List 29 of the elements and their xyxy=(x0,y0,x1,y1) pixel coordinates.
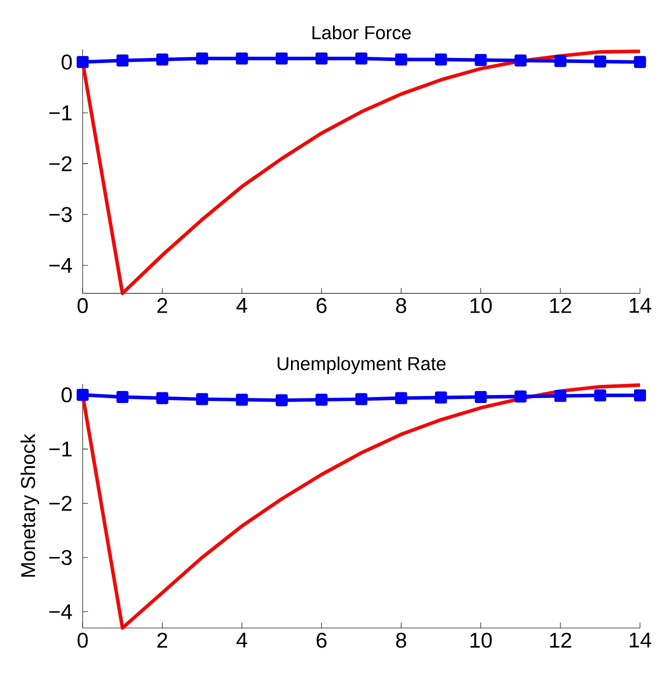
x-tick-label: 4 xyxy=(236,298,248,313)
x-tick-label: 6 xyxy=(316,632,327,648)
x-tick-label: 0 xyxy=(78,632,88,648)
y-tick-label: −1 xyxy=(49,106,72,120)
y-tick-label: −4 xyxy=(49,258,72,273)
x-tick-label: 12 xyxy=(550,632,572,648)
y-tick-label: −4 xyxy=(49,604,72,620)
x-tick-label: 14 xyxy=(630,632,652,648)
y-tick-label: −2 xyxy=(49,156,72,172)
x-tick-label: 6 xyxy=(316,298,327,314)
y-tick-label: −3 xyxy=(49,550,72,566)
x-tick-label: 8 xyxy=(396,632,406,648)
x-tick-label: 2 xyxy=(157,298,168,313)
y-axis-title: Monetary Shock xyxy=(20,434,40,577)
y-tick-label: −2 xyxy=(49,496,72,511)
chart-title: Unemployment Rate xyxy=(278,356,446,374)
x-tick-label: 12 xyxy=(550,298,572,313)
x-tick-label: 2 xyxy=(157,632,168,648)
x-tick-label: 10 xyxy=(470,298,492,314)
y-tick-label: 0 xyxy=(62,54,72,70)
x-tick-label: 10 xyxy=(470,632,492,648)
x-tick-label: 0 xyxy=(78,298,88,314)
chart-title: Labor Force xyxy=(312,26,411,40)
x-tick-label: 8 xyxy=(396,298,406,314)
x-tick-label: 14 xyxy=(630,298,652,313)
y-tick-label: −3 xyxy=(49,206,72,222)
x-tick-label: 4 xyxy=(236,632,248,648)
y-tick-label: 0 xyxy=(62,387,72,402)
y-tick-label: −1 xyxy=(49,442,72,456)
